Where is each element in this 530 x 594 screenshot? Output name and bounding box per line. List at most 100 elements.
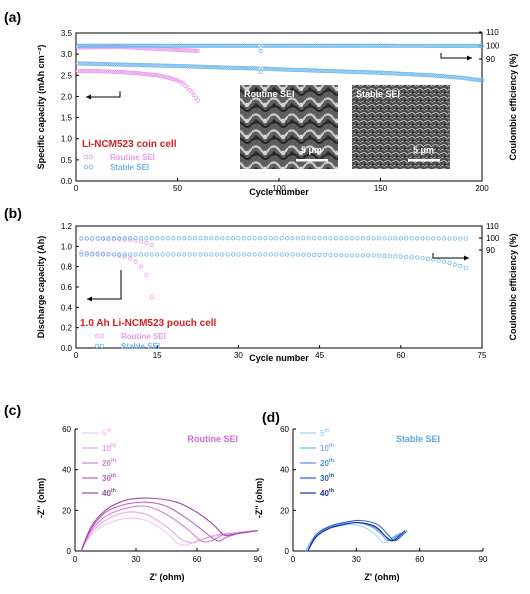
data-point-stable-capacity [272, 67, 278, 72]
data-point-stable-capacity [364, 70, 369, 75]
data-point-stable-capacity [126, 62, 131, 67]
data-point-stable-capacity [270, 66, 276, 72]
y2-tick-label: 100 [486, 234, 500, 243]
data-point-stable-capacity [246, 66, 251, 71]
panel-d-xlabel: Z' (ohm) [364, 572, 399, 582]
data-point-stable-ce [163, 43, 168, 48]
data-point-stable-ce [256, 43, 261, 48]
data-point-stable-capacity [408, 72, 414, 77]
data-point-stable-ce [431, 43, 436, 48]
legend-label: 20th [102, 458, 117, 468]
data-point-stable-capacity [176, 252, 181, 257]
data-point-stable-ce [88, 43, 93, 48]
data-point-stable-capacity [138, 252, 144, 257]
panel-a-title: Li-NCM523 coin cell [82, 139, 177, 150]
data-point-routine-ce [122, 237, 127, 242]
data-point-stable-capacity [165, 63, 170, 68]
data-point-stable-ce [471, 43, 476, 48]
data-point-stable-capacity [414, 255, 420, 260]
data-point-routine-ce [140, 46, 146, 51]
data-point-stable-capacity [144, 63, 150, 68]
data-point-stable-capacity [185, 64, 190, 69]
data-point-stable-ce [282, 43, 288, 48]
data-point-stable-capacity [447, 74, 452, 79]
data-point-stable-capacity [392, 71, 397, 76]
data-point-routine-capacity [90, 68, 95, 74]
data-point-stable-capacity [378, 70, 383, 75]
data-point-routine-capacity [122, 254, 127, 259]
data-point-stable-ce [319, 43, 324, 48]
data-point-stable-capacity [104, 62, 109, 67]
data-point-stable-ce [222, 43, 227, 48]
data-point-routine-capacity [102, 69, 107, 74]
data-point-stable-ce [122, 236, 127, 241]
data-point-stable-ce [257, 236, 263, 241]
data-point-stable-capacity [388, 71, 393, 76]
data-point-stable-capacity [315, 68, 320, 73]
data-point-routine-capacity [195, 98, 200, 103]
data-point-stable-ce [368, 43, 373, 48]
data-point-stable-capacity [344, 253, 349, 258]
data-point-stable-capacity [293, 67, 298, 73]
data-point-routine-ce [179, 47, 184, 53]
panel-b-ylabel: Discharge capacity (Ah) [36, 236, 46, 339]
data-point-stable-capacity [250, 66, 255, 71]
data-point-stable-ce [260, 43, 265, 48]
data-point-stable-capacity [84, 61, 89, 66]
data-point-routine-capacity [104, 69, 109, 74]
data-point-stable-capacity [117, 252, 122, 257]
data-point-stable-ce [477, 43, 483, 49]
data-point-routine-ce [177, 47, 182, 53]
data-point-stable-ce [247, 236, 252, 241]
y-tick-label: 1.0 [61, 135, 73, 144]
data-point-stable-ce [441, 43, 446, 48]
data-point-stable-capacity [384, 70, 389, 76]
data-point-stable-ce [112, 43, 117, 48]
data-point-stable-ce [388, 43, 393, 48]
data-point-stable-capacity [257, 252, 263, 257]
y-tick-label: 1.2 [61, 222, 73, 231]
data-point-stable-ce [84, 43, 89, 48]
data-point-routine-ce [142, 46, 148, 51]
data-point-stable-ce [207, 43, 213, 48]
y-tick-label: 2.0 [61, 92, 73, 101]
data-point-stable-ce [461, 43, 466, 48]
panel-a-left-arrowhead [86, 94, 91, 100]
data-point-stable-capacity [437, 73, 442, 79]
inset-scale-label-routine: 5 μm [301, 145, 322, 155]
data-point-stable-capacity [339, 69, 345, 74]
data-point-stable-ce [216, 43, 221, 48]
data-point-routine-ce [193, 48, 198, 53]
data-point-routine-capacity [177, 79, 182, 84]
data-point-stable-ce [242, 43, 247, 48]
data-point-routine-ce [146, 46, 152, 51]
data-point-stable-capacity [463, 76, 468, 81]
y-tick-label: 0.0 [61, 344, 73, 353]
data-point-stable-capacity [409, 255, 414, 260]
data-point-stable-ce [421, 43, 426, 48]
data-point-routine-capacity [122, 70, 127, 75]
data-point-routine-ce [187, 48, 192, 53]
legend-label: 10th [102, 443, 117, 453]
data-point-stable-capacity [220, 252, 225, 257]
data-point-routine-capacity [142, 71, 148, 77]
data-point-stable-ce [374, 43, 379, 48]
data-point-stable-ce [84, 236, 89, 241]
y-tick-label: 3.5 [61, 29, 73, 38]
y2-tick-label: 110 [486, 28, 499, 37]
data-point-stable-capacity [337, 69, 342, 74]
data-point-stable-capacity [333, 69, 338, 74]
data-point-stable-capacity [79, 252, 84, 257]
data-point-stable-ce [108, 43, 113, 48]
data-point-routine-ce [138, 239, 144, 244]
legend-marker [94, 333, 100, 339]
data-point-stable-capacity [274, 67, 280, 72]
data-point-stable-capacity [177, 63, 182, 69]
stable-sei-sem-image [352, 85, 450, 169]
data-point-stable-ce [447, 236, 452, 241]
data-point-stable-capacity [299, 68, 304, 73]
data-point-stable-capacity [209, 65, 215, 70]
data-point-stable-ce [306, 236, 311, 241]
data-point-stable-ce [341, 43, 347, 48]
